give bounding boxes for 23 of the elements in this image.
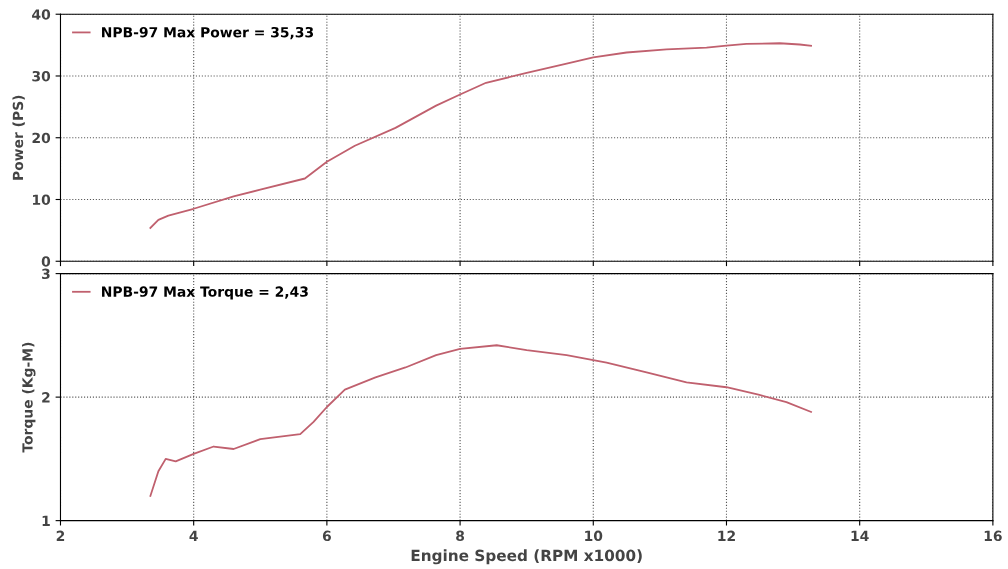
- x-tick-label: 8: [456, 530, 465, 542]
- line-series: [149, 344, 812, 497]
- x-tick-label: 16: [984, 530, 1002, 542]
- y-tick-label: 30: [32, 70, 51, 82]
- line-series: [149, 42, 812, 229]
- x-tick-label: 12: [718, 530, 735, 541]
- y-tick-label: 20: [32, 132, 51, 144]
- y-tick-label: 40: [32, 9, 51, 20]
- y-axis-title: Power (PS): [12, 95, 25, 180]
- y-tick-label: 3: [42, 268, 50, 280]
- y-tick-label: 10: [33, 194, 51, 205]
- x-tick-label: 6: [322, 530, 331, 542]
- x-axis-title: Engine Speed (RPM x1000): [411, 549, 642, 565]
- y-tick-label: 1: [42, 515, 50, 526]
- y-axis-title: Torque (Kg-M): [22, 342, 36, 453]
- x-tick-label: 4: [189, 530, 198, 541]
- legend-label: NPB-97 Max Torque = 2,43: [102, 286, 308, 300]
- y-tick-label: 0: [41, 256, 51, 267]
- y-tick-label: 2: [42, 392, 50, 403]
- x-tick-label: 10: [585, 530, 603, 542]
- x-tick-label: 14: [851, 530, 869, 541]
- legend-label: NPB-97 Max Power = 35,33: [102, 26, 314, 40]
- x-tick-label: 2: [56, 530, 65, 541]
